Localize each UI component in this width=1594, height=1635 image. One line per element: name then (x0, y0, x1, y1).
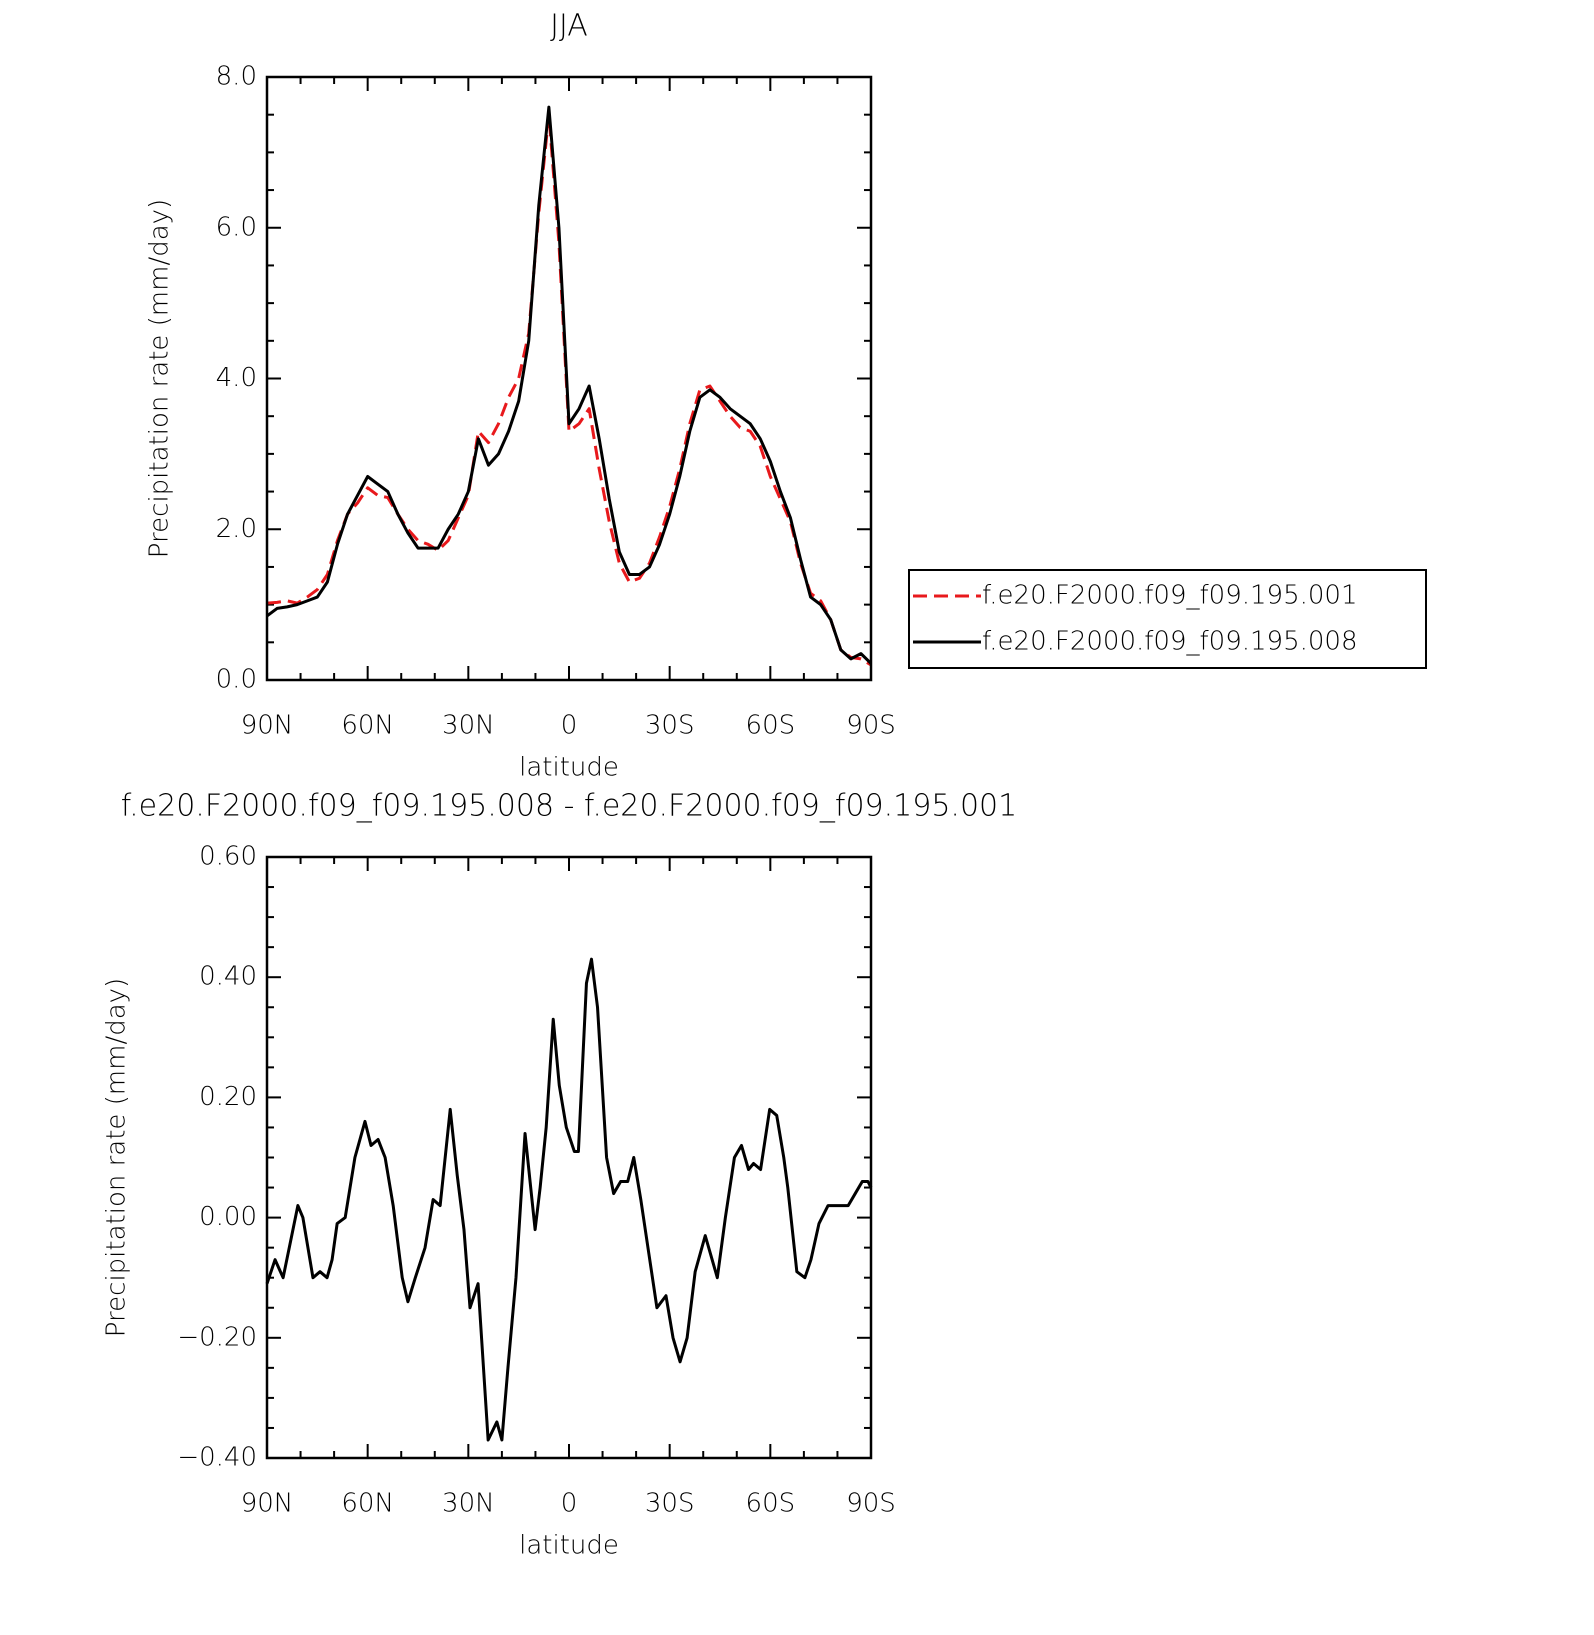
x-tick-label: 90S (846, 1489, 896, 1519)
y-tick-label: 0.20 (199, 1082, 257, 1112)
chart-title: JJA (550, 9, 588, 44)
y-tick-label: 0.60 (199, 842, 257, 872)
y-tick-label: 2.0 (216, 514, 257, 544)
y-tick-label: 8.0 (216, 62, 257, 92)
data-line (265, 957, 873, 1442)
x-tick-label: 60N (341, 1489, 394, 1519)
data-line (266, 113, 872, 667)
y-tick-label: 0.00 (199, 1202, 257, 1232)
y-tick-label: −0.40 (177, 1443, 257, 1473)
y-tick-label: 4.0 (216, 363, 257, 393)
x-tick-label: 30N (442, 711, 495, 741)
x-tick-label: 0 (561, 1489, 578, 1519)
x-tick-label: 30S (645, 1489, 695, 1519)
x-axis-label: latitude (519, 753, 619, 783)
x-tick-label: 30N (442, 1489, 495, 1519)
plot-frame (265, 855, 873, 1460)
data-line (266, 105, 873, 665)
y-axis-label: Precipitation rate (mm/day) (102, 978, 132, 1337)
x-tick-label: 30S (645, 711, 695, 741)
x-tick-label: 60N (341, 711, 394, 741)
x-axis-label: latitude (519, 1531, 619, 1561)
y-tick-label: −0.20 (177, 1322, 257, 1352)
legend-label: f.e20.F2000.f09_f09.195.001 (982, 581, 1358, 611)
chart-title: f.e20.F2000.f09_f09.195.008 - f.e20.F200… (121, 789, 1017, 824)
x-tick-label: 90N (241, 1489, 294, 1519)
x-tick-label: 90S (846, 711, 896, 741)
x-tick-label: 60S (746, 711, 796, 741)
y-tick-label: 0.40 (199, 962, 257, 992)
x-tick-label: 90N (241, 711, 294, 741)
x-tick-label: 0 (561, 711, 578, 741)
y-axis-label: Precipitation rate (mm/day) (145, 199, 175, 558)
legend-box (908, 569, 1427, 669)
y-tick-label: 6.0 (216, 212, 257, 242)
y-tick-label: 0.0 (216, 665, 257, 695)
plot-frame (265, 75, 873, 682)
x-tick-label: 60S (746, 1489, 796, 1519)
legend-label: f.e20.F2000.f09_f09.195.008 (982, 627, 1358, 657)
